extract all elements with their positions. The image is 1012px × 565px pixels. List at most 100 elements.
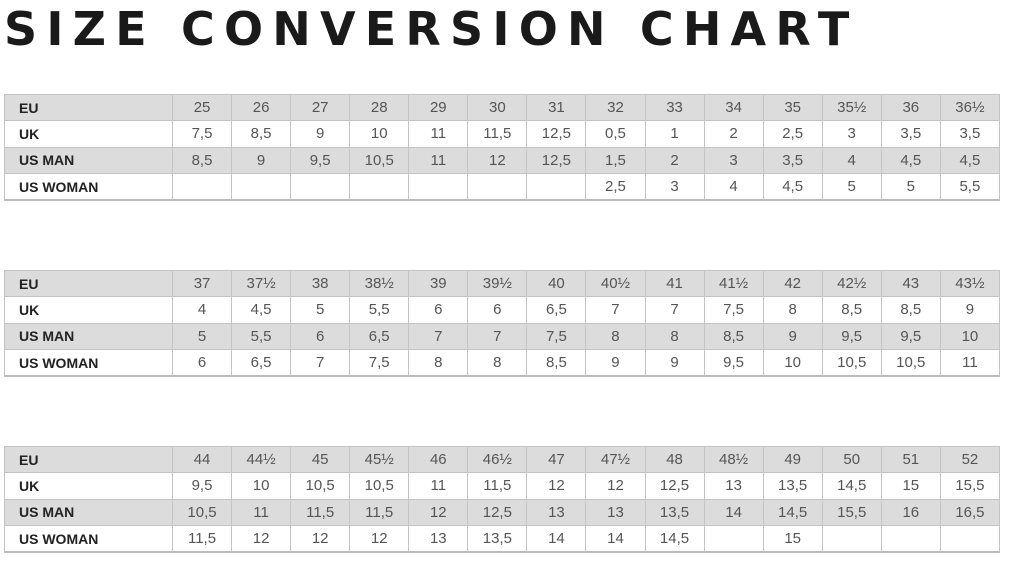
table-cell: 12 [526,472,587,500]
row-label: US MAN [4,322,173,350]
table-cell: 45½ [349,445,410,474]
table-cell: 25 [171,93,233,122]
table-cell: 15 [880,472,941,500]
table-cell: 12,5 [526,146,587,174]
table-cell: 15,5 [939,472,1001,500]
table-cell: 9 [290,120,351,148]
table-cell: 10 [762,348,823,377]
table-cell: 6 [290,322,351,350]
table-row: US WOMAN 11,5 12 12 12 13 13,5 14 14 14,5 15 [4,524,1001,553]
table-row: UK 7,5 8,5 9 10 11 11,5 12,5 0,5 1 2 2,5 3 3,5 3,5 [4,120,1001,148]
table-cell: 8,5 [171,146,233,174]
table-cell [526,172,587,201]
table-cell [290,172,351,201]
row-label: EU [4,445,173,474]
table-cell: 8,5 [703,322,764,350]
table-cell: 10 [939,322,1001,350]
table-cell: 3 [644,172,705,201]
table-cell: 5 [171,322,233,350]
table-cell: 42½ [821,269,882,298]
row-label: EU [4,269,173,298]
row-label: UK [4,120,173,148]
table-cell: 44½ [231,445,292,474]
row-label: US WOMAN [4,524,173,553]
table-cell: 5 [290,296,351,324]
table-cell: 12,5 [526,120,587,148]
table-cell: 11,5 [290,498,351,526]
table-cell: 9,5 [290,146,351,174]
table-cell: 2 [703,120,764,148]
table-cell: 9 [762,322,823,350]
table-cell [467,172,528,201]
table-cell: 7 [644,296,705,324]
table-cell: 38½ [349,269,410,298]
table-cell: 13,5 [644,498,705,526]
table-cell: 49 [762,445,823,474]
table-cell [821,524,882,553]
table-cell: 28 [349,93,410,122]
table-cell: 13 [585,498,646,526]
table-cell: 9,5 [880,322,941,350]
table-cell: 10,5 [290,472,351,500]
row-label: US WOMAN [4,348,173,377]
table-cell: 9,5 [703,348,764,377]
table-cell: 37½ [231,269,292,298]
table-row: US WOMAN 2,5 3 4 4,5 5 5 5,5 [4,172,1001,201]
table-cell: 16,5 [939,498,1001,526]
table-cell: 12,5 [467,498,528,526]
table-cell: 39½ [467,269,528,298]
table-cell: 7,5 [703,296,764,324]
table-cell: 11,5 [467,472,528,500]
table-cell: 13,5 [467,524,528,553]
size-table: EU 37 37½ 38 38½ 39 39½ 40 40½ 41 41½ 42 42½ 43 43½ UK 4… [4,269,1001,378]
table-cell: 1 [644,120,705,148]
size-table: EU 25 26 27 28 29 30 31 32 33 34 35 35½ 36 36½ UK 7,5 8,5… [4,93,1001,202]
table-cell: 11 [408,472,469,500]
table-cell: 4 [703,172,764,201]
row-label: US WOMAN [4,172,173,201]
table-row: US MAN 5 5,5 6 6,5 7 7 7,5 8 8 8,5 9 9,5 9,5 10 [4,322,1001,350]
table-cell: 15 [762,524,823,553]
row-label: US MAN [4,146,173,174]
table-cell: 10 [231,472,292,500]
table-cell: 29 [408,93,469,122]
table-cell: 44 [171,445,233,474]
table-cell: 5 [821,172,882,201]
table-cell: 14 [526,524,587,553]
table-cell: 6,5 [349,322,410,350]
table-cell: 34 [703,93,764,122]
table-cell: 11 [408,146,469,174]
table-cell: 7,5 [526,322,587,350]
table-cell: 48 [644,445,705,474]
table-cell: 13 [703,472,764,500]
table-cell: 10 [349,120,410,148]
table-cell: 42 [762,269,823,298]
row-label: US MAN [4,498,173,526]
table-cell [408,172,469,201]
table-cell: 14 [585,524,646,553]
table-cell: 5,5 [231,322,292,350]
table-cell: 37 [171,269,233,298]
table-cell: 52 [939,445,1001,474]
table-cell [171,172,233,201]
table-cell: 13 [526,498,587,526]
table-cell: 43½ [939,269,1001,298]
table-cell: 41½ [703,269,764,298]
table-cell: 10,5 [880,348,941,377]
table-cell: 12 [290,524,351,553]
table-cell: 26 [231,93,292,122]
table-cell: 11,5 [171,524,233,553]
table-row: EU 44 44½ 45 45½ 46 46½ 47 47½ 48 48½ 49 50 51 52 [4,445,1001,474]
table-cell: 4,5 [939,146,1001,174]
table-cell: 6,5 [231,348,292,377]
table-cell: 41 [644,269,705,298]
row-label: UK [4,472,173,500]
table-cell: 8 [467,348,528,377]
table-row: US MAN 10,5 11 11,5 11,5 12 12,5 13 13 13,5 14 14,5… [4,498,1001,526]
table-cell: 9 [644,348,705,377]
table-row: US MAN 8,5 9 9,5 10,5 11 12 12,5 1,5 2 3 3,5 4 4,5 4,5 [4,146,1001,174]
table-cell [231,172,292,201]
table-cell: 32 [585,93,646,122]
table-cell: 46 [408,445,469,474]
table-cell: 13 [408,524,469,553]
